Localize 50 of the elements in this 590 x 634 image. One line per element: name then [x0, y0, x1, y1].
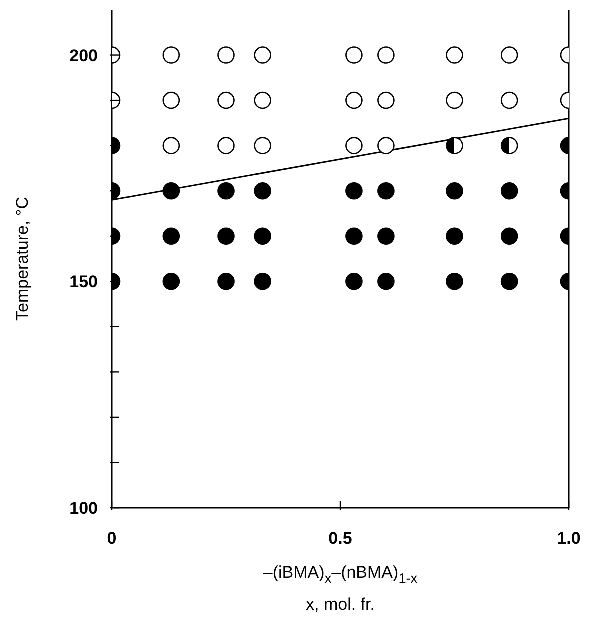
point	[218, 272, 235, 290]
point	[162, 46, 180, 64]
point	[218, 92, 235, 110]
point	[218, 46, 235, 64]
y-tick-label: 150	[70, 272, 98, 292]
x-tick-label: 1.0	[557, 529, 581, 548]
point	[162, 272, 180, 290]
point	[254, 228, 272, 246]
point	[254, 92, 272, 110]
point	[162, 182, 180, 200]
point	[500, 272, 518, 290]
text: –(iBMA)$_{x}$–(nBMA)$_{1-x}$ x, mol. fr.	[263, 563, 418, 614]
point	[500, 137, 518, 154]
point	[162, 137, 180, 154]
point	[378, 92, 395, 110]
point	[346, 228, 363, 246]
point	[500, 46, 518, 64]
y-tick-label: 200	[70, 46, 98, 66]
point	[446, 137, 464, 154]
point	[500, 228, 518, 246]
point	[378, 46, 395, 64]
x-tick-label: 0	[107, 529, 117, 548]
y-tick-label: 100	[70, 499, 98, 518]
point	[346, 137, 363, 154]
point	[446, 228, 464, 246]
point	[446, 272, 464, 290]
point	[346, 46, 363, 64]
point	[162, 228, 180, 246]
point	[254, 46, 272, 64]
point	[218, 228, 235, 246]
point	[500, 92, 518, 110]
point	[378, 137, 395, 154]
point	[218, 137, 235, 154]
point	[218, 182, 235, 200]
point	[346, 182, 363, 200]
point	[346, 92, 363, 110]
point	[378, 228, 395, 246]
point	[254, 182, 272, 200]
point	[346, 272, 363, 290]
x-tick-label: 0.5	[328, 529, 352, 548]
point	[446, 46, 464, 64]
point	[446, 182, 464, 200]
point	[378, 272, 395, 290]
point	[378, 182, 395, 200]
point	[446, 92, 464, 110]
point	[500, 182, 518, 200]
point	[254, 137, 272, 154]
point	[162, 92, 180, 110]
point	[254, 272, 272, 290]
y-axis-title: Temperature, °C	[13, 197, 32, 321]
